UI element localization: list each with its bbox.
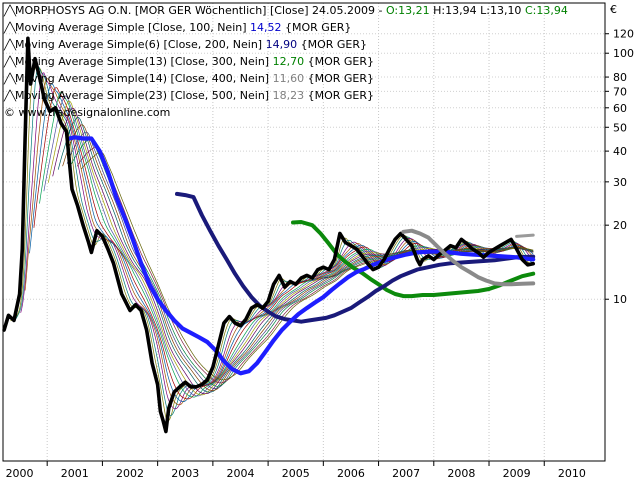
fan-line — [71, 138, 534, 387]
series-line-ma100 — [67, 135, 536, 376]
legend-row-ma500: ╱╲Moving Average Simple(23) [Close, 500,… — [4, 88, 568, 105]
line-icon: ╱╲ — [4, 23, 17, 34]
line-icon: ╱╲ — [4, 74, 17, 85]
legend-ma200-value: 14,90 — [265, 38, 298, 51]
legend-ma500-label: Moving Average Simple(23) [Close, 500, N… — [15, 89, 270, 102]
x-tick-label: 2009 — [503, 467, 531, 480]
line-icon: ╱╲ — [4, 6, 17, 17]
y-tick-label: 120 — [613, 28, 634, 41]
fan-line — [76, 146, 534, 384]
legend: ╱╲MORPHOSYS AG O.N. [MOR GER Wöchentlich… — [4, 3, 568, 121]
legend-close: C:13,94 — [524, 4, 568, 17]
legend-ma500-suffix: {MOR GER} — [307, 89, 375, 102]
x-tick-label: 2007 — [392, 467, 420, 480]
watermark: © www.tradesignalonline.com — [4, 106, 171, 119]
fan-line — [33, 87, 534, 400]
series-line-ma300 — [291, 220, 536, 299]
legend-high: H:13,94 — [433, 4, 477, 17]
x-tick-label: 2006 — [337, 467, 365, 480]
line-icon: ╱╲ — [4, 40, 17, 51]
fan-line — [81, 151, 534, 381]
y-tick-label: 20 — [613, 219, 627, 232]
legend-ma100-value: 14,52 — [250, 21, 282, 34]
x-tick-label: 2008 — [447, 467, 475, 480]
currency-label: € — [610, 3, 617, 16]
legend-main-prefix: MORPHOSYS AG O.N. [MOR GER Wöchentlich] … — [15, 4, 386, 17]
y-tick-label: 30 — [613, 176, 627, 189]
x-tick-label: 2003 — [171, 467, 199, 480]
legend-ma300-value: 12,70 — [272, 55, 305, 68]
fan-line — [66, 131, 534, 389]
legend-low: L:13,10 — [480, 4, 522, 17]
legend-ma400-suffix: {MOR GER} — [307, 72, 375, 85]
y-tick-label: 60 — [613, 102, 627, 115]
series-lines — [2, 36, 536, 434]
x-tick-label: 2005 — [282, 467, 310, 480]
legend-ma400-value: 11,60 — [272, 72, 305, 85]
legend-row-ma300: ╱╲Moving Average Simple(13) [Close, 300,… — [4, 54, 568, 71]
x-tick-label: 2000 — [6, 467, 34, 480]
legend-ma500-value: 18,23 — [272, 89, 305, 102]
line-icon: ╱╲ — [4, 91, 17, 102]
series-line-price — [2, 36, 535, 434]
y-tick-label: 80 — [613, 71, 627, 84]
y-tick-label: 10 — [613, 293, 627, 306]
y-tick-label: 50 — [613, 121, 627, 134]
series-line-ma400 — [401, 228, 536, 287]
x-tick-label: 2004 — [226, 467, 254, 480]
legend-ma200-suffix: {MOR GER} — [300, 38, 368, 51]
legend-row-price: ╱╲MORPHOSYS AG O.N. [MOR GER Wöchentlich… — [4, 3, 568, 20]
legend-ma100-label: Moving Average Simple [Close, 100, Nein] — [15, 21, 247, 34]
legend-ma200-label: Moving Average Simple(6) [Close, 200, Ne… — [15, 38, 263, 51]
series-line-ma500 — [515, 233, 535, 238]
x-tick-label: 2010 — [558, 467, 586, 480]
fan-line — [43, 95, 534, 397]
x-tick-label: 2001 — [61, 467, 89, 480]
x-tick-label: 2002 — [116, 467, 144, 480]
x-axis: 2000 2001 2002 2003 2004 2005 2006 2007 2008 2009… — [6, 461, 586, 480]
legend-row-ma200: ╱╲Moving Average Simple(6) [Close, 200, … — [4, 37, 568, 54]
y-tick-label: 100 — [613, 47, 634, 60]
legend-row-ma400: ╱╲Moving Average Simple(14) [Close, 400,… — [4, 71, 568, 88]
y-tick-label: 70 — [613, 85, 627, 98]
legend-ma400-label: Moving Average Simple(14) [Close, 400, N… — [15, 72, 270, 85]
y-tick-label: 40 — [613, 145, 627, 158]
line-icon: ╱╲ — [4, 57, 17, 68]
legend-row-ma100: ╱╲Moving Average Simple [Close, 100, Nei… — [4, 20, 568, 37]
fan-line — [62, 124, 534, 391]
legend-ma100-suffix: {MOR GER} — [285, 21, 352, 34]
plot-frame — [2, 2, 606, 462]
legend-open: O:13,21 — [385, 4, 430, 17]
legend-ma300-label: Moving Average Simple(13) [Close, 300, N… — [15, 55, 270, 68]
fan-line — [39, 91, 534, 398]
legend-ma300-suffix: {MOR GER} — [307, 55, 375, 68]
